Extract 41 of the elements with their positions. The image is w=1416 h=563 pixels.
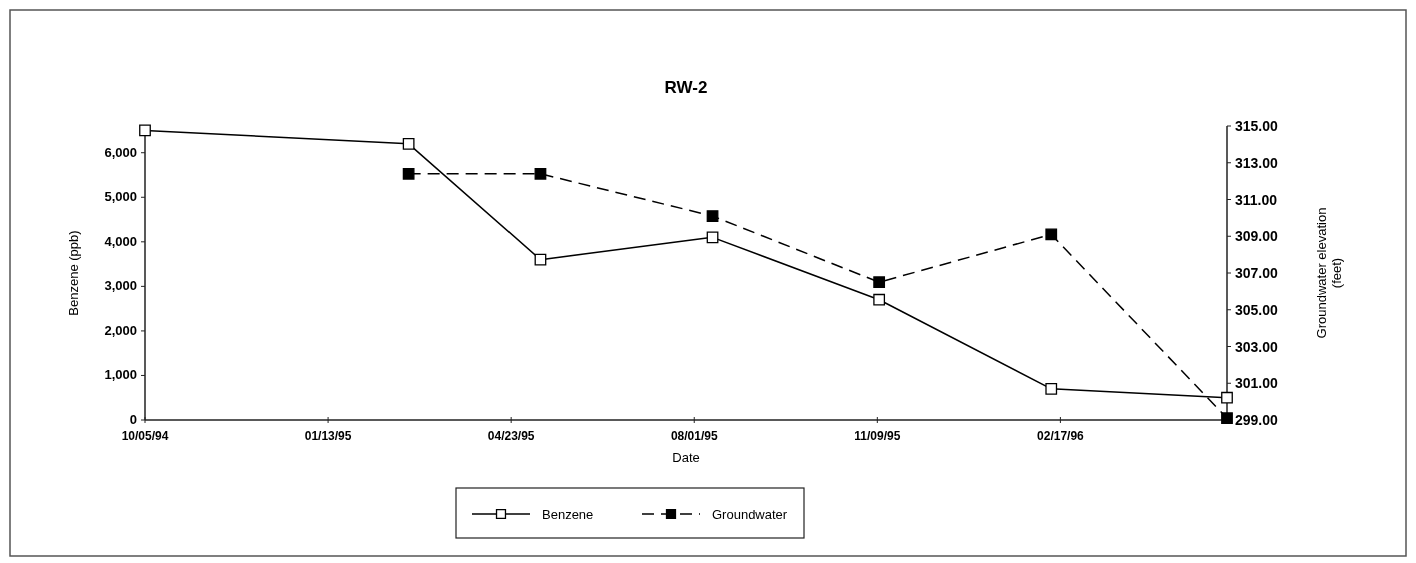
point (873, 276, 886, 289)
y2-tick-label: 309.00 (1235, 228, 1279, 245)
y-tick-label: 5,000 (104, 189, 137, 205)
point (139, 124, 151, 137)
point (1221, 391, 1233, 404)
point (706, 210, 719, 222)
x-tick-label: 08/01/95 (670, 429, 718, 443)
point (402, 167, 415, 180)
x-tick-label: 02/17/96 (1037, 429, 1085, 443)
x-tick-label: 10/05/94 (121, 429, 169, 443)
y-tick-label: 4,000 (104, 233, 137, 249)
legend-label: Groundwater (712, 507, 788, 522)
point (1045, 228, 1058, 241)
y2-tick-label: 303.00 (1235, 338, 1279, 355)
y2-tick-label: 301.00 (1235, 375, 1279, 392)
y-tick-label: 3,000 (104, 278, 137, 294)
y2-tick-label: 299.00 (1235, 412, 1279, 428)
y2-tick-label: 315.00 (1235, 118, 1279, 134)
point (1221, 412, 1233, 425)
point (534, 253, 547, 266)
x-axis-title: Date (672, 450, 700, 465)
y2-tick-label: 313.00 (1235, 154, 1279, 171)
y-axis-title: Benzene (ppb) (66, 230, 81, 316)
point (402, 137, 415, 150)
point (706, 231, 719, 244)
y-tick-label: 6,000 (104, 144, 137, 160)
y2-tick-label: 305.00 (1235, 301, 1279, 318)
x-tick-label: 11/09/95 (854, 429, 901, 443)
y2-tick-label: 307.00 (1235, 265, 1279, 281)
y2-tick-label: 311.00 (1235, 191, 1278, 208)
y2-axis-title: Groundwater elevation (feet) (1314, 207, 1344, 339)
point (873, 293, 886, 306)
point (1045, 382, 1058, 395)
point (534, 167, 547, 180)
y-tick-label: 2,000 (104, 322, 137, 338)
y-tick-label: 1,000 (104, 367, 137, 383)
chart-title: RW-2 (664, 78, 708, 97)
x-tick-label: 01/13/95 (304, 429, 352, 443)
y-tick-label: 0 (129, 412, 137, 427)
legend-label: Benzene (542, 507, 594, 522)
x-tick-label: 04/23/95 (487, 429, 535, 443)
